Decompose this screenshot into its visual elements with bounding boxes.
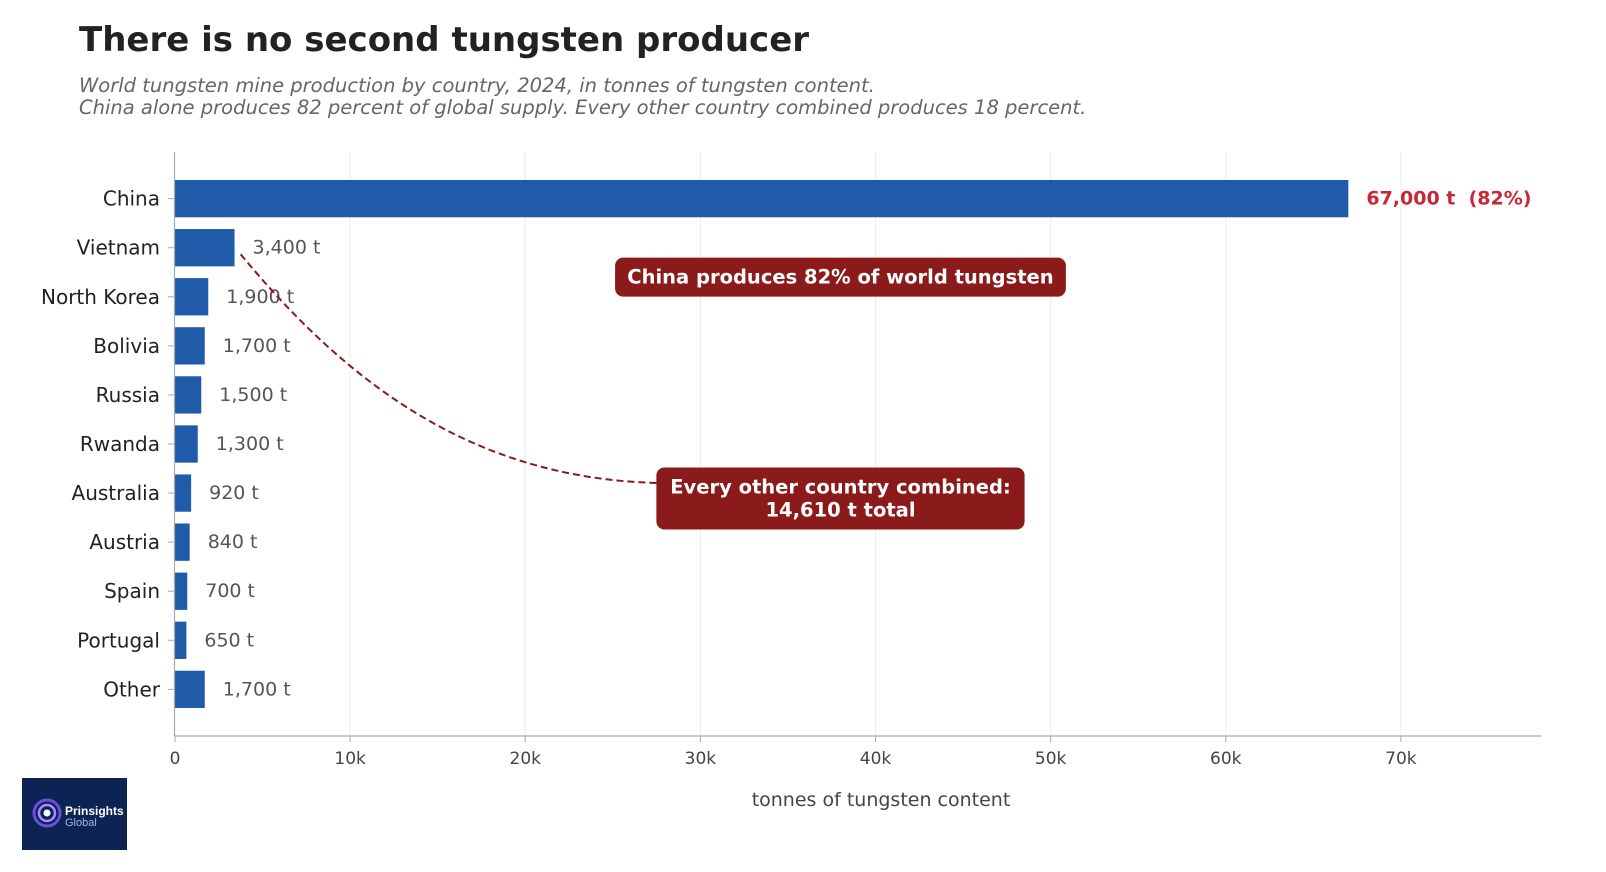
annotation: Every other country combined:14,610 t to… (237, 251, 1025, 530)
annotation-text: 14,610 t total (765, 498, 915, 521)
category-label: Austria (89, 530, 160, 554)
bar (175, 572, 188, 610)
bar (175, 523, 190, 561)
annotation-box (615, 257, 1066, 297)
category-label: Russia (96, 383, 160, 407)
bar (175, 327, 205, 365)
bar (175, 474, 192, 512)
category-label: Bolivia (93, 334, 160, 358)
brand-logo: Prinsights Global (22, 778, 127, 850)
x-tick-label: 60k (1210, 749, 1242, 769)
chart-subtitle-line-1: World tungsten mine production by countr… (79, 74, 875, 97)
value-label: 67,000 t (82%) (1366, 188, 1531, 210)
annotation-text: Every other country combined: (670, 475, 1011, 498)
category-label: Spain (104, 579, 160, 603)
annotation-connector (237, 251, 657, 484)
bar (175, 376, 202, 414)
logo-subname: Global (65, 817, 97, 829)
annotation-text: China produces 82% of world tungsten (627, 266, 1053, 289)
value-label: 650 t (204, 629, 254, 651)
x-tick-label: 10k (334, 749, 366, 769)
bar (175, 278, 209, 316)
category-label: North Korea (41, 285, 160, 309)
x-tick-label: 0 (170, 749, 181, 769)
category-label: Vietnam (77, 236, 160, 260)
annotation-box (656, 467, 1025, 530)
chart-title: There is no second tungsten producer (79, 20, 810, 60)
category-label: China (103, 187, 160, 211)
value-label: 3,400 t (253, 237, 321, 259)
value-label: 1,700 t (223, 678, 291, 700)
bar (175, 425, 198, 463)
x-tick-label: 50k (1035, 749, 1067, 769)
value-label: 1,300 t (216, 433, 284, 455)
axes (173, 152, 1541, 737)
gridlines (349, 152, 1402, 736)
x-tick-label: 70k (1385, 749, 1417, 769)
value-label: 1,900 t (226, 286, 294, 308)
annotations: China produces 82% of world tungstenEver… (237, 251, 1066, 530)
x-tick-label: 40k (860, 749, 892, 769)
logo-name: Prinsights (65, 804, 124, 818)
value-labels: 67,000 t (82%) 3,400 t 1,900 t 1,700 t 1,500… (204, 188, 1531, 701)
value-label: 920 t (209, 482, 259, 504)
x-axis-ticks: 0 10k 20k 30k 40k 50k 60k 70k (170, 736, 1417, 769)
bar (175, 621, 187, 659)
bar (175, 670, 205, 709)
value-label: 1,500 t (219, 384, 287, 406)
value-label: 1,700 t (223, 335, 291, 357)
category-label: Australia (72, 481, 160, 505)
category-label: Rwanda (80, 432, 160, 456)
category-label: Other (103, 677, 161, 701)
x-axis-label: tonnes of tungsten content (752, 789, 1011, 811)
bar (175, 229, 235, 267)
swirl-icon (32, 798, 62, 828)
category-label: Portugal (77, 628, 160, 652)
x-tick-label: 30k (685, 749, 717, 769)
x-tick-label: 20k (510, 749, 542, 769)
chart-subtitle-line-2: China alone produces 82 percent of globa… (79, 96, 1087, 119)
annotation: China produces 82% of world tungsten (615, 257, 1066, 297)
bars (175, 179, 1349, 709)
bar (175, 179, 1349, 218)
value-label: 840 t (208, 531, 258, 553)
category-labels: China Vietnam North Korea Bolivia Russia Rwan… (41, 187, 174, 701)
value-label: 700 t (205, 580, 255, 602)
